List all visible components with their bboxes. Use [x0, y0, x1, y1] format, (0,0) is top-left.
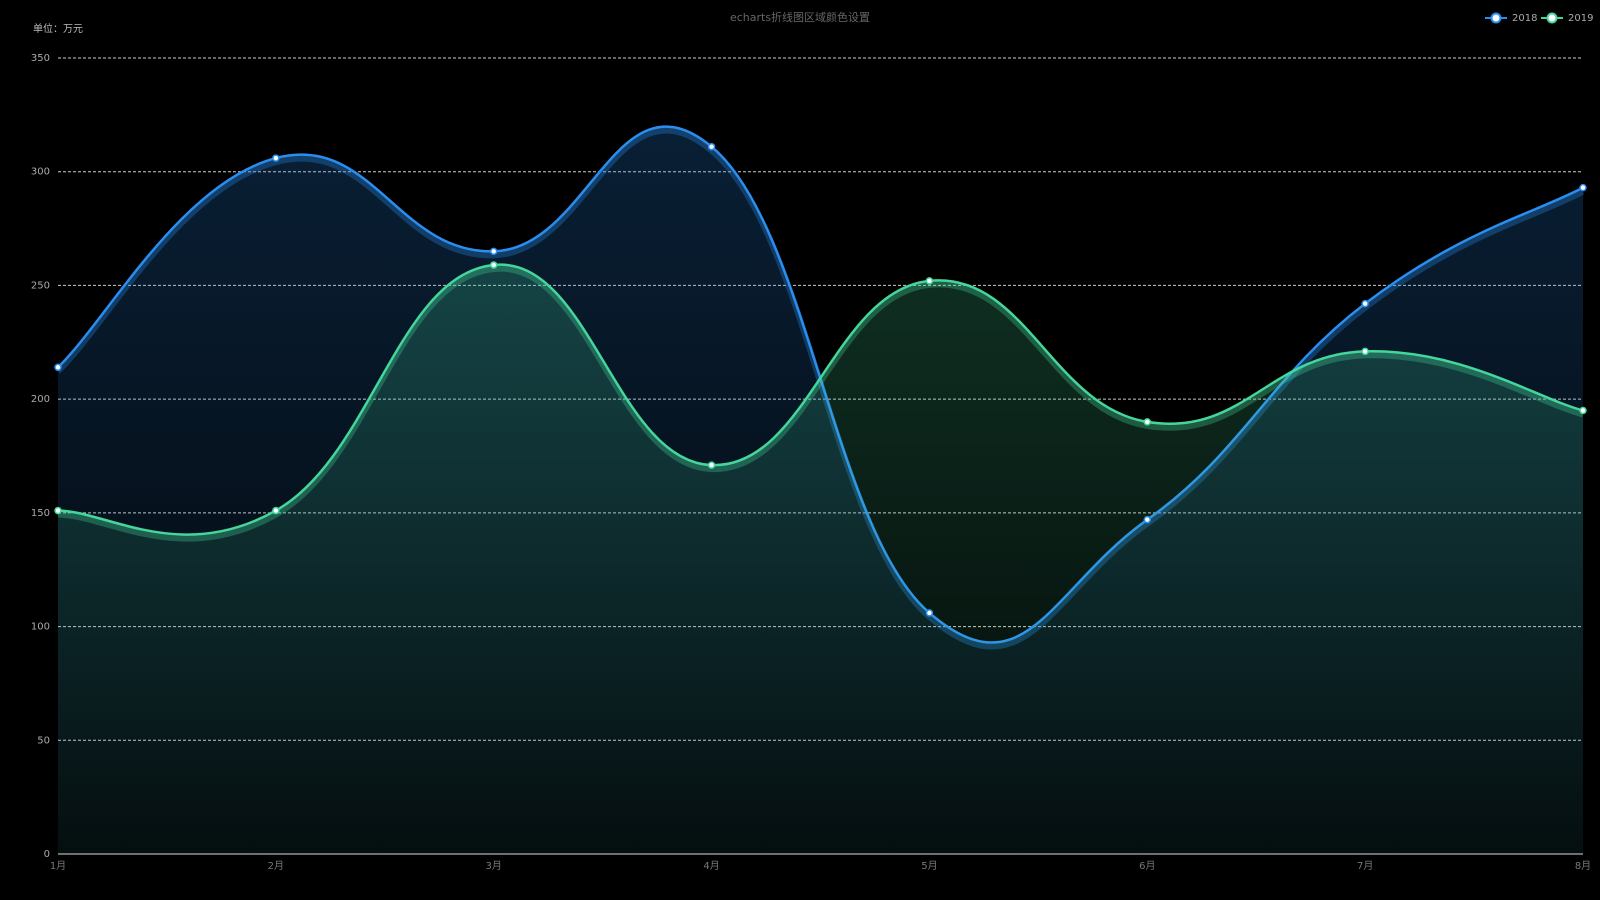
x-tick-label: 6月 — [1139, 860, 1155, 872]
x-tick-label: 5月 — [921, 860, 937, 872]
y-tick-label: 50 — [37, 735, 50, 746]
y-axis-name: 单位：万元 — [33, 22, 83, 35]
y-tick-label: 100 — [31, 622, 50, 633]
y-tick-label: 300 — [31, 167, 50, 178]
line-shadow — [57, 265, 1584, 542]
point — [707, 461, 716, 469]
point — [1143, 515, 1152, 524]
legend-icon — [1490, 12, 1502, 24]
point — [54, 506, 62, 515]
point — [1579, 406, 1587, 415]
x-tick-label: 4月 — [703, 860, 719, 872]
y-tick-label: 200 — [31, 394, 50, 405]
area — [58, 264, 1583, 854]
y-tick-label: 0 — [44, 849, 50, 860]
x-tick-label: 3月 — [486, 860, 502, 872]
point — [272, 154, 280, 162]
line — [57, 263, 1584, 536]
point — [272, 506, 280, 515]
y-tick-label: 150 — [31, 508, 50, 519]
point — [1143, 418, 1152, 426]
y-tick-label: 250 — [31, 280, 50, 291]
x-tick-label: 7月 — [1357, 860, 1373, 872]
point — [707, 142, 716, 151]
chart-title: echarts折线图区域颜色设置 — [730, 10, 870, 24]
point — [925, 277, 934, 285]
x-tick-label: 2月 — [268, 860, 284, 872]
x-tick-label: 1月 — [50, 860, 66, 872]
legend-icon — [1546, 12, 1558, 24]
legend-label: 2018 — [1512, 13, 1537, 24]
y-tick-label: 350 — [31, 53, 50, 64]
point — [1361, 347, 1369, 356]
point — [489, 247, 498, 256]
point — [925, 609, 934, 617]
x-tick-label: 8月 — [1575, 860, 1591, 872]
point — [54, 363, 62, 372]
point — [489, 261, 498, 269]
legend-label: 2019 — [1568, 13, 1593, 24]
point — [1361, 299, 1369, 308]
point — [1579, 183, 1587, 192]
